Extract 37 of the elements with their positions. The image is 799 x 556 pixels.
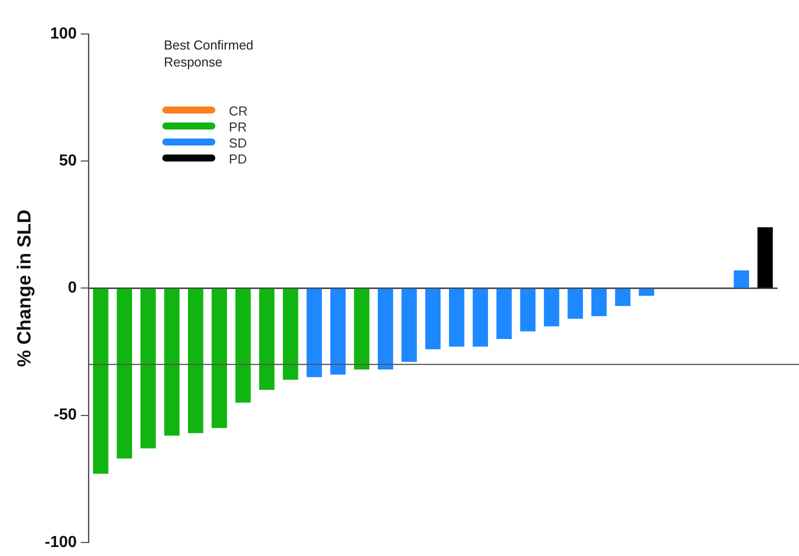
bar bbox=[757, 227, 773, 288]
legend-label: SD bbox=[228, 136, 247, 151]
bar bbox=[520, 288, 536, 332]
bar bbox=[188, 288, 204, 434]
y-tick-label: -50 bbox=[54, 406, 77, 424]
bar bbox=[615, 288, 630, 306]
y-axis-title: % Change in SLD bbox=[14, 210, 36, 367]
bar bbox=[378, 288, 394, 370]
bar bbox=[330, 288, 346, 375]
bar bbox=[591, 288, 607, 316]
y-tick-label: 50 bbox=[59, 152, 77, 170]
bar bbox=[235, 288, 251, 403]
bar bbox=[140, 288, 156, 448]
bar bbox=[282, 288, 298, 380]
y-tick-label: 100 bbox=[50, 25, 77, 42]
bar bbox=[259, 288, 274, 390]
bar bbox=[448, 288, 464, 347]
bar bbox=[496, 288, 512, 340]
legend-title: Best Confirmed Response bbox=[164, 38, 254, 70]
bar bbox=[306, 288, 322, 378]
bar bbox=[402, 288, 417, 362]
bar bbox=[212, 288, 228, 428]
y-tick-label: -100 bbox=[44, 534, 77, 551]
bar bbox=[568, 288, 583, 319]
bar bbox=[472, 288, 488, 347]
legend-label: PR bbox=[228, 120, 247, 135]
bar bbox=[93, 288, 108, 474]
bar bbox=[164, 288, 180, 436]
legend-label: CR bbox=[228, 104, 248, 119]
bar bbox=[425, 288, 441, 350]
bar bbox=[354, 288, 370, 370]
bar bbox=[544, 288, 560, 326]
bar bbox=[638, 288, 654, 296]
bar bbox=[116, 288, 132, 459]
y-tick-label: 0 bbox=[68, 280, 77, 297]
bar bbox=[734, 270, 750, 288]
legend-label: PD bbox=[228, 152, 247, 167]
